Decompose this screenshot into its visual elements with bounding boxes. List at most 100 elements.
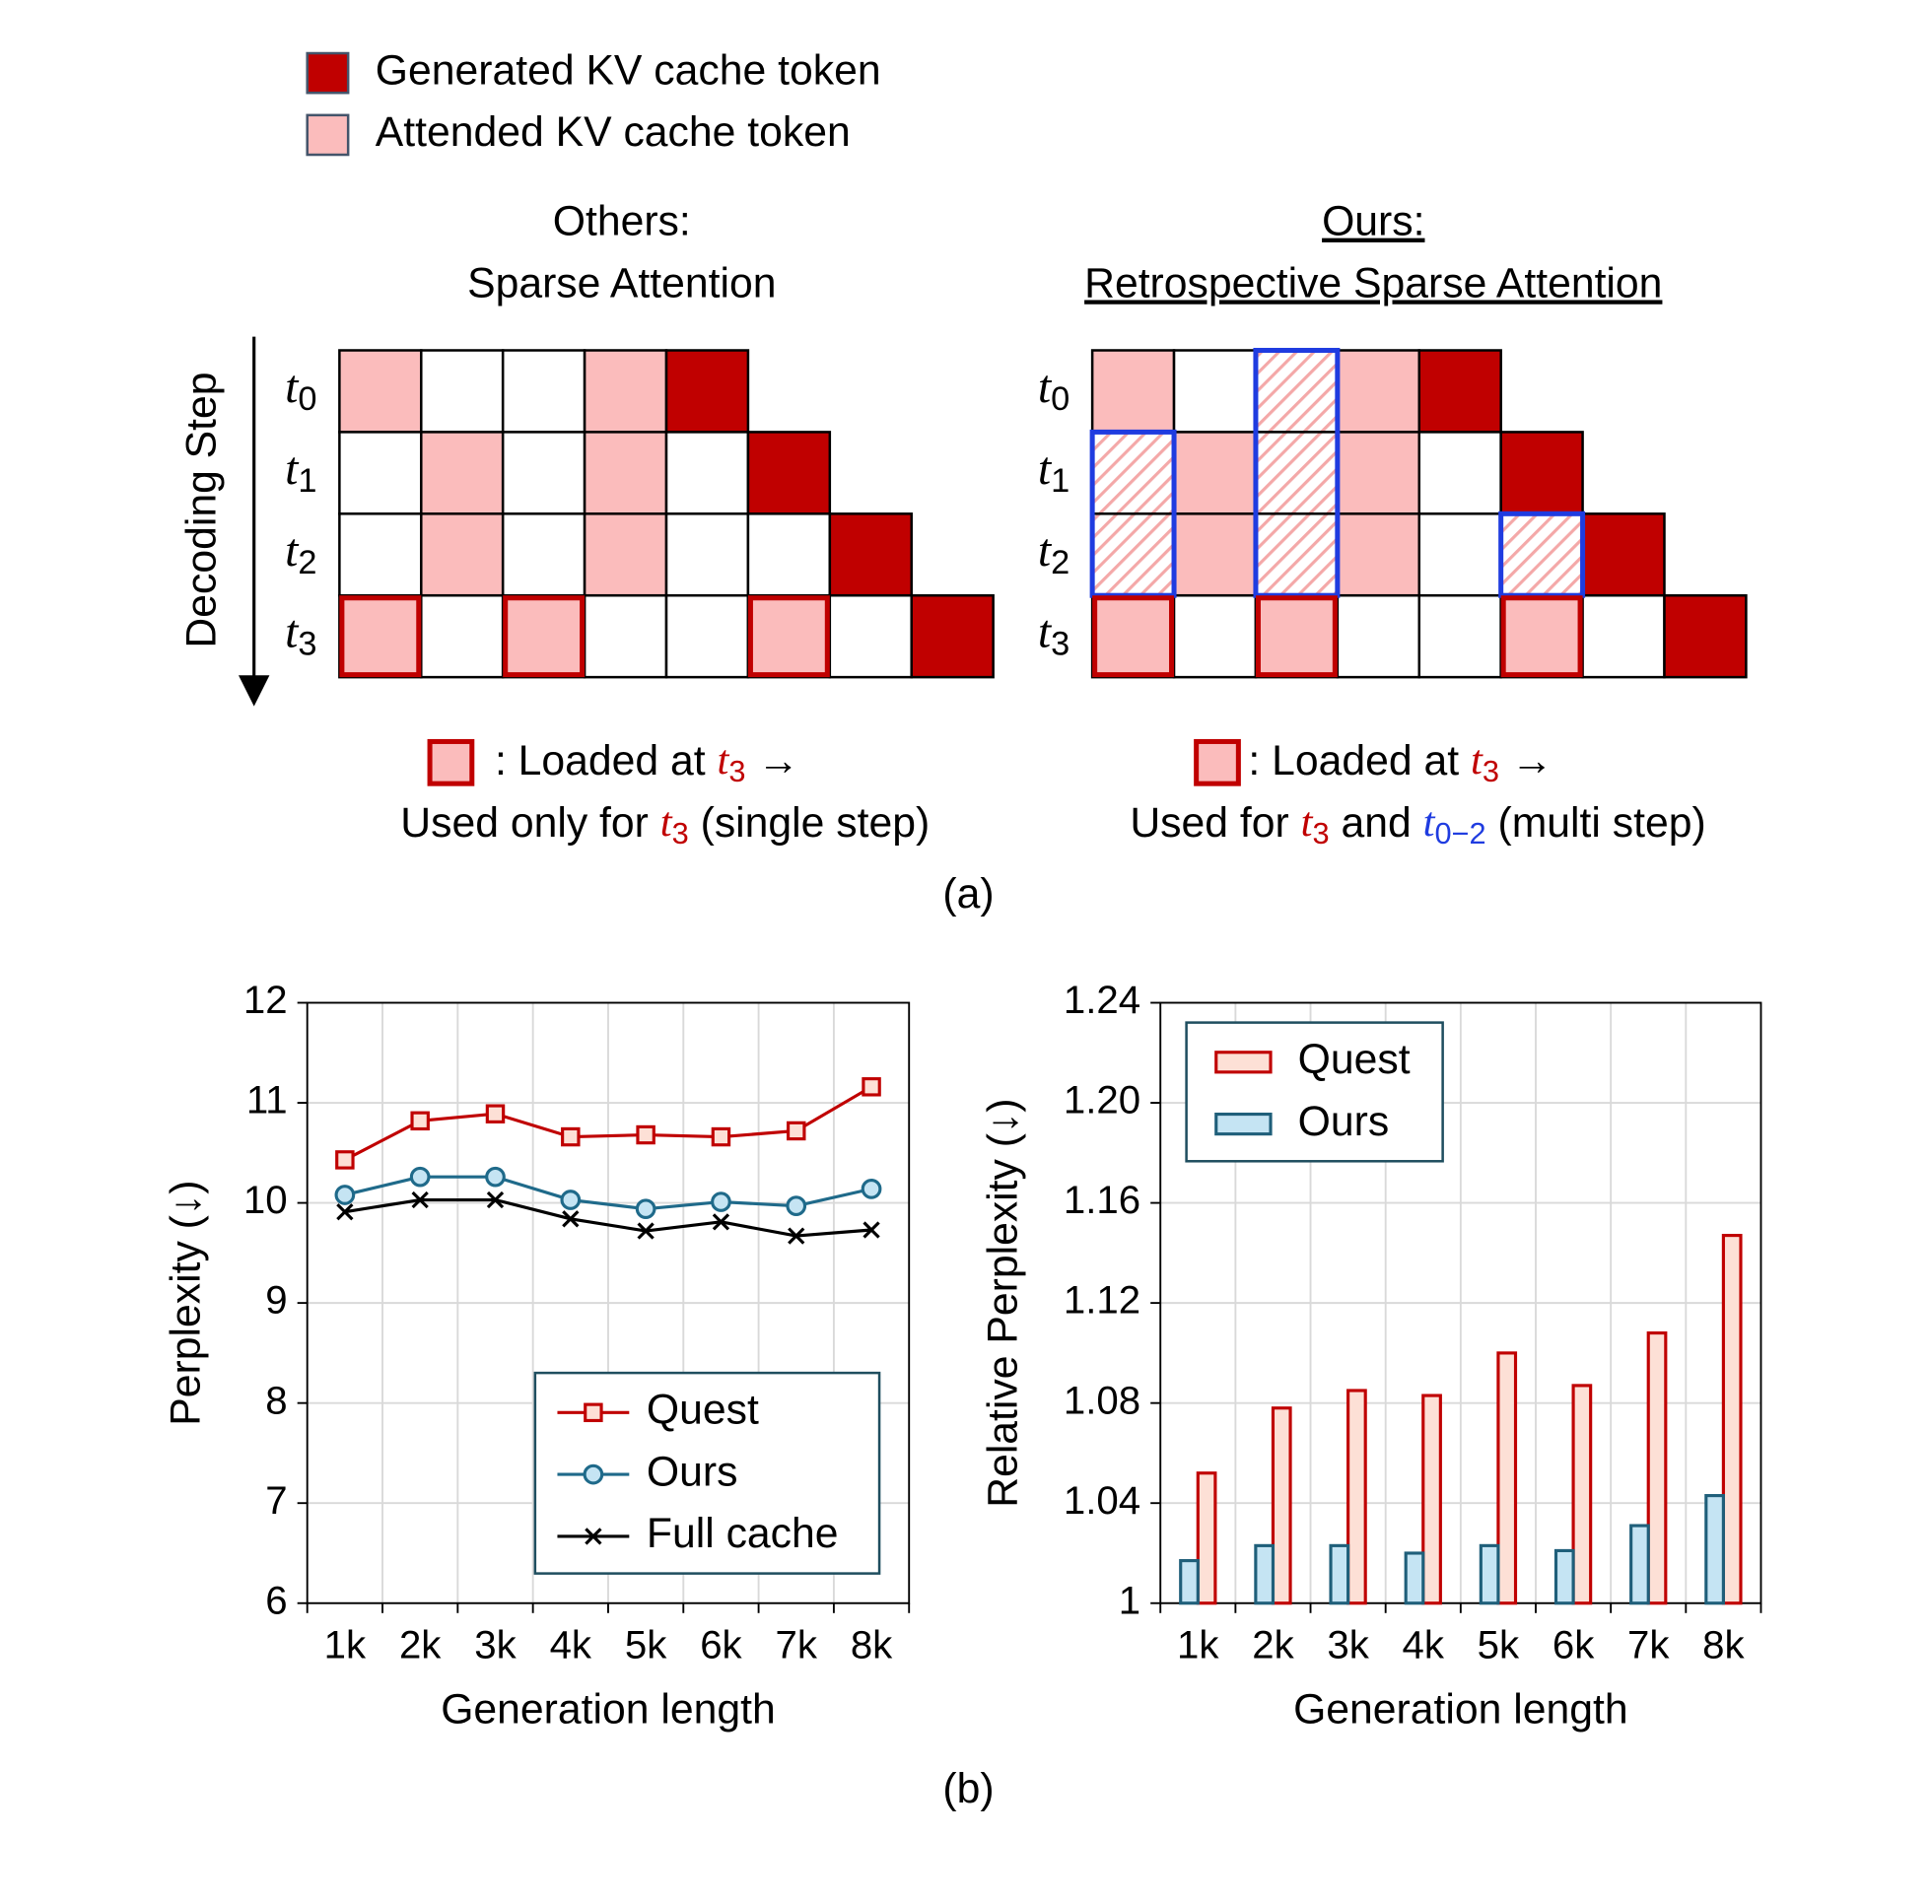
- text-part: t: [718, 737, 730, 783]
- cell: [1090, 431, 1176, 515]
- cell: [1172, 512, 1258, 597]
- point: [409, 1166, 431, 1188]
- x-tick-label: 2k: [399, 1623, 442, 1667]
- bar: [1553, 1548, 1575, 1605]
- legend-swatch: [1214, 1051, 1273, 1074]
- point: [334, 1185, 356, 1205]
- text-part: t: [285, 524, 300, 577]
- point: [336, 1203, 354, 1221]
- loaded-box: [339, 595, 422, 678]
- cell: [501, 512, 586, 597]
- y-tick-label: 1.24: [1064, 978, 1140, 1022]
- point: [786, 1195, 807, 1216]
- cell: [1090, 512, 1176, 597]
- caption: (b): [942, 1765, 994, 1812]
- point: [485, 1104, 506, 1123]
- point: [636, 1124, 656, 1145]
- point: [411, 1190, 429, 1209]
- row-label: t1: [1038, 442, 1070, 500]
- bar: [1704, 1494, 1725, 1605]
- cell: [664, 349, 750, 434]
- x-tick-label: 5k: [1478, 1623, 1520, 1667]
- y-axis-title: Perplexity (↓): [162, 1181, 209, 1426]
- point: [711, 1191, 731, 1212]
- y-tick-label: 1.20: [1064, 1078, 1140, 1122]
- cell: [420, 349, 505, 434]
- row-label: t3: [1038, 606, 1070, 663]
- cell: [1499, 512, 1584, 597]
- legend-label: Full cache: [647, 1510, 839, 1557]
- y-tick-label: 9: [265, 1278, 287, 1323]
- legend-marker: [583, 1463, 604, 1485]
- point: [560, 1190, 582, 1210]
- bar: [1571, 1384, 1593, 1605]
- row-label: t2: [1038, 524, 1070, 581]
- point: [711, 1126, 731, 1147]
- cell: [1172, 593, 1258, 679]
- point: [335, 1150, 355, 1170]
- cell: [1172, 349, 1258, 434]
- loaded-box: [747, 595, 830, 678]
- row-label: t1: [285, 442, 316, 500]
- x-tick-label: 1k: [1177, 1623, 1219, 1667]
- y-axis-title: Relative Perplexity (↓): [979, 1098, 1026, 1507]
- text-part: Used only for: [400, 799, 659, 847]
- bar: [1496, 1351, 1518, 1605]
- cell: [338, 349, 423, 434]
- text-part: (single step): [689, 799, 930, 847]
- bar: [1271, 1406, 1292, 1605]
- cell: [1581, 512, 1666, 597]
- caption-line: Used only for t3 (single step): [400, 799, 930, 850]
- text-part: →: [1499, 737, 1553, 784]
- bar: [1646, 1331, 1668, 1605]
- bar: [1254, 1543, 1276, 1605]
- point: [485, 1166, 506, 1188]
- cell: [583, 593, 668, 679]
- row-label: t3: [285, 606, 316, 663]
- text-part: t: [285, 442, 300, 495]
- legend-swatch: [306, 51, 350, 95]
- subscript: 0−2: [1434, 816, 1485, 850]
- cell: [1254, 349, 1340, 434]
- subscript: 2: [298, 544, 316, 581]
- bar: [1629, 1524, 1650, 1605]
- subscript: 3: [298, 626, 316, 663]
- cell: [1090, 593, 1176, 679]
- point: [637, 1222, 655, 1240]
- caption-line: Used for t3 and t0−2 (multi step): [1130, 799, 1705, 850]
- cell: [501, 349, 586, 434]
- point: [787, 1121, 806, 1141]
- cell: [910, 593, 995, 679]
- point: [486, 1190, 505, 1209]
- caption-line: : Loaded at t3 →: [483, 737, 799, 788]
- text-part: (multi step): [1486, 799, 1706, 847]
- text-part: t: [1038, 524, 1053, 577]
- bar: [1329, 1543, 1350, 1605]
- point: [562, 1210, 580, 1228]
- x-tick-label: 7k: [776, 1623, 818, 1667]
- loaded-box: [1255, 595, 1338, 678]
- subscript: 3: [1051, 626, 1070, 663]
- cell: [583, 349, 668, 434]
- cell: [420, 512, 505, 597]
- series-line: [344, 1197, 872, 1238]
- x-tick-label: 6k: [700, 1623, 742, 1667]
- cell: [746, 593, 832, 679]
- subscript: 3: [672, 816, 689, 850]
- legend-label: Ours: [647, 1448, 738, 1495]
- x-tick-label: 6k: [1552, 1623, 1595, 1667]
- loaded-icon: [427, 738, 475, 786]
- legend-label: Quest: [1298, 1036, 1411, 1083]
- cell: [1663, 593, 1748, 679]
- cell: [338, 593, 423, 679]
- cell: [583, 431, 668, 515]
- y-tick-label: 8: [265, 1378, 287, 1422]
- x-tick-label: 3k: [474, 1623, 517, 1667]
- y-tick-label: 7: [265, 1478, 287, 1523]
- y-tick-label: 6: [265, 1578, 287, 1622]
- cell: [1254, 431, 1340, 515]
- legend-marker: [584, 1402, 603, 1423]
- cell: [1581, 593, 1666, 679]
